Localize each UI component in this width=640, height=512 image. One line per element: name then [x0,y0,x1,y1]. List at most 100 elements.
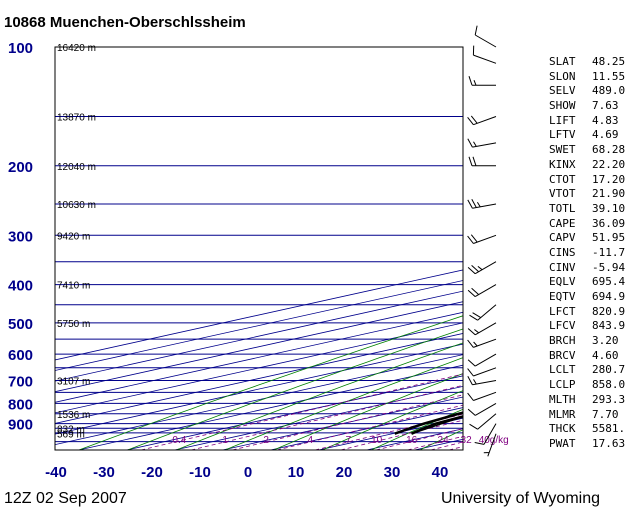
index-value: -11.7 [592,245,626,259]
wind-barb [467,234,497,244]
x-tick-label: -30 [93,464,115,481]
source-label: University of Wyoming [441,490,601,507]
index-value: 51.95 [592,231,626,245]
index-row: THCK 5581. [549,422,632,437]
dry-adiabat [176,342,463,450]
mixing-ratio-label: 0.4 [172,435,186,446]
index-value: 48.25 [592,55,626,68]
index-name: BRCH [549,334,576,348]
index-value: 843.9 [592,319,626,333]
index-value: 7.63 [592,99,619,113]
index-name: SHOW [549,99,576,113]
wind-barb [483,433,497,457]
height-label: 569 m [57,430,85,441]
index-value: 17.63 [592,436,626,450]
y-tick-label: 900 [8,417,33,434]
isotherm-line [55,290,463,382]
isotherm-line [55,354,463,446]
index-row: KINX 22.20 [549,158,632,173]
wind-barb [474,25,497,48]
index-row: SWET 68.28 [549,143,632,158]
index-row: SLAT 48.25 [549,55,632,70]
index-name: LCLT [549,363,576,377]
index-name: LFCV [549,319,576,333]
y-tick-label: 800 [8,396,33,413]
wind-barb [472,45,497,64]
isotherm-line [55,343,463,435]
height-label: 7410 m [57,281,90,292]
index-value: 4.83 [592,113,619,127]
x-tick-label: -20 [141,464,163,481]
index-value: 858.0 [592,378,626,392]
index-name: MLMR [549,407,576,421]
mixing-ratio-label: 2 [263,435,269,446]
mixing-ratio-label: 7 [346,435,352,446]
station-title: 10868 Muenchen-Oberschlssheim [4,14,246,31]
dry-adiabat [78,315,463,450]
index-value: 7.70 [592,407,619,421]
index-row: SELV 489.0 [549,84,632,99]
index-name: EQLV [549,275,576,289]
mixing-ratio-label: 10 [371,435,383,446]
index-row: CAPE 36.09 [549,217,632,232]
mixing-ratio-label: 32 [461,435,473,446]
mixing-ratio-line [315,413,463,450]
index-name: CAPV [549,231,576,245]
index-value: 820.9 [592,304,626,318]
dry-adiabat [224,357,463,450]
index-value: 695.4 [592,275,626,289]
wind-barb [467,198,497,209]
index-name: MLTH [549,392,576,406]
index-name: BRCV [549,348,576,362]
index-name: THCK [549,422,576,436]
index-value: 489.0 [592,84,626,98]
mixing-ratio-label: 16 [406,435,418,446]
height-label: 3107 m [57,377,90,388]
x-tick-label: 40 [432,464,449,481]
wind-barb [468,76,497,86]
index-row: LIFT 4.83 [549,114,632,129]
index-row: EQTV 694.9 [549,290,632,305]
x-tick-label: 30 [384,464,401,481]
y-tick-label: 100 [8,40,33,57]
index-value: 68.28 [592,143,626,157]
height-label: 5750 m [57,319,90,330]
wind-barb [467,353,497,367]
y-tick-label: 400 [8,278,33,295]
mixing-ratio-line [232,394,463,450]
index-value: 17.20 [592,172,626,186]
index-name: SLON [549,69,576,83]
y-tick-label: 600 [8,347,33,364]
wind-barb [467,376,497,386]
isotherm-line [55,322,463,414]
wind-barb [467,367,497,377]
x-tick-label: -40 [45,464,67,481]
isotherm-line [78,364,463,450]
y-tick-label: 200 [8,159,33,176]
index-row: MLTH 293.3 [549,393,632,408]
index-value: 293.3 [592,392,626,406]
isotherm-line [126,375,463,450]
index-name: LFCT [549,304,576,318]
height-label: 10630 m [57,200,96,211]
mixing-ratio-label: 24 [438,435,450,446]
isotherm-line [55,269,463,361]
x-tick-label: -10 [189,464,211,481]
index-row: SHOW 7.63 [549,99,632,114]
wind-barb [474,423,497,445]
index-row: BRCH 3.20 [549,334,632,349]
plot-frame [54,46,464,451]
index-name: CAPE [549,216,576,230]
index-row: SLON 11.55 [549,70,632,85]
index-value: 36.09 [592,216,626,230]
mixing-ratio-label: 4 [308,435,314,446]
height-label: 832 m [57,424,85,435]
wind-barb [467,284,497,298]
height-label: 16420 m [57,43,96,54]
index-row: VTOT 21.90 [549,187,632,202]
index-row: CINS -11.7 [549,246,632,261]
height-label: 9420 m [57,231,90,242]
height-label: 12040 m [57,162,96,173]
wind-barb [467,402,497,416]
index-row: PWAT 17.63 [549,437,632,452]
